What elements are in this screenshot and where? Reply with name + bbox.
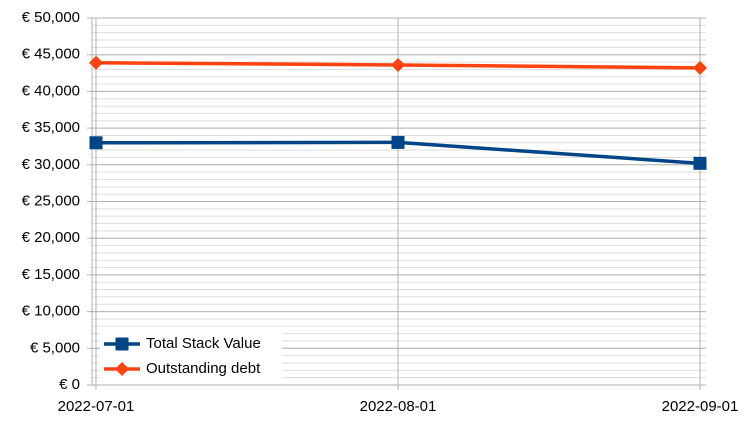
- y-tick-label: € 5,000: [30, 339, 80, 356]
- y-tick-label: € 30,000: [22, 156, 80, 173]
- x-tick-label: 2022-07-01: [58, 398, 135, 415]
- y-tick-label: € 35,000: [22, 119, 80, 136]
- x-tick-label: 2022-09-01: [662, 398, 739, 415]
- legend-label: Total Stack Value: [146, 335, 261, 352]
- y-tick-label: € 40,000: [22, 82, 80, 99]
- y-tick-label: € 45,000: [22, 46, 80, 63]
- legend-box: [100, 330, 282, 382]
- marker: [89, 136, 103, 150]
- y-tick-label: € 20,000: [22, 229, 80, 246]
- y-tick-label: € 0: [59, 376, 80, 393]
- y-tick-label: € 15,000: [22, 266, 80, 283]
- legend-marker: [115, 362, 129, 376]
- legend-marker: [115, 337, 129, 351]
- marker: [693, 156, 707, 170]
- marker: [391, 57, 405, 72]
- marker: [391, 135, 405, 149]
- y-tick-label: € 10,000: [22, 303, 80, 320]
- y-tick-label: € 50,000: [22, 9, 80, 26]
- y-tick-label: € 25,000: [22, 192, 80, 209]
- legend-label: Outstanding debt: [146, 360, 261, 377]
- x-tick-label: 2022-08-01: [360, 398, 437, 415]
- marker: [89, 55, 103, 70]
- marker: [693, 60, 707, 75]
